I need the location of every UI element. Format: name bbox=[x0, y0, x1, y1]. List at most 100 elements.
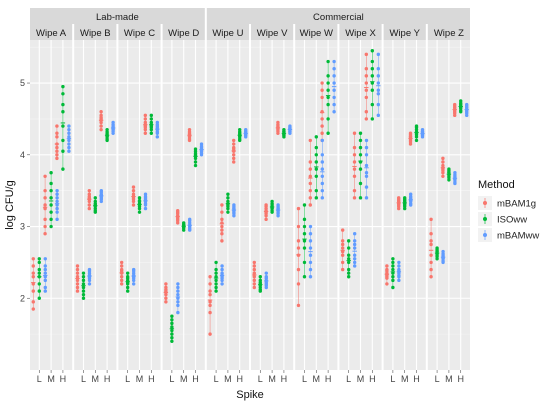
data-point bbox=[332, 110, 336, 114]
data-point bbox=[170, 332, 174, 336]
data-point bbox=[55, 149, 59, 153]
data-point bbox=[352, 239, 357, 243]
data-point bbox=[376, 113, 381, 118]
data-point bbox=[87, 206, 92, 211]
data-point bbox=[346, 257, 351, 261]
data-point bbox=[346, 271, 351, 275]
data-point bbox=[326, 59, 330, 64]
data-point bbox=[105, 134, 109, 138]
data-point bbox=[226, 192, 230, 196]
group-strip-label: Lab-made bbox=[96, 12, 139, 23]
data-point bbox=[87, 282, 92, 286]
data-point bbox=[420, 132, 425, 136]
data-point bbox=[182, 222, 186, 227]
data-point bbox=[429, 239, 433, 243]
data-point bbox=[61, 92, 65, 96]
data-point bbox=[55, 188, 59, 193]
data-point bbox=[214, 267, 218, 272]
data-point bbox=[308, 196, 312, 200]
data-point bbox=[214, 285, 218, 290]
x-tick-label: M bbox=[357, 374, 365, 384]
data-point bbox=[364, 117, 369, 121]
panel-strip bbox=[251, 24, 294, 40]
data-point bbox=[320, 188, 324, 193]
data-point bbox=[308, 181, 312, 186]
data-point bbox=[264, 283, 268, 288]
data-point bbox=[364, 81, 369, 85]
data-point bbox=[232, 209, 236, 213]
data-point bbox=[346, 239, 351, 243]
data-point bbox=[441, 174, 445, 179]
data-point bbox=[403, 198, 407, 203]
data-point bbox=[391, 257, 395, 261]
y-tick-label: 5 bbox=[20, 78, 25, 88]
data-point bbox=[352, 264, 357, 268]
data-point bbox=[376, 102, 381, 107]
data-point bbox=[364, 153, 369, 157]
x-axis-title: Spike bbox=[236, 389, 264, 401]
data-point bbox=[31, 271, 35, 275]
data-point bbox=[340, 242, 345, 247]
data-point bbox=[358, 153, 363, 157]
data-point bbox=[37, 257, 41, 261]
data-point bbox=[352, 145, 357, 150]
x-tick-label: L bbox=[435, 374, 440, 384]
x-tick-label: M bbox=[47, 374, 55, 384]
data-point bbox=[370, 88, 375, 92]
data-point bbox=[238, 137, 242, 141]
data-point bbox=[67, 138, 71, 143]
data-point bbox=[187, 130, 192, 134]
data-point bbox=[61, 110, 65, 114]
data-point bbox=[81, 271, 86, 275]
data-point bbox=[81, 296, 86, 300]
data-point bbox=[314, 160, 318, 164]
data-point bbox=[75, 285, 80, 290]
data-point bbox=[264, 280, 268, 285]
data-point bbox=[125, 285, 130, 290]
x-tick-label: L bbox=[37, 374, 42, 384]
x-tick-label: H bbox=[369, 374, 376, 384]
data-point bbox=[320, 138, 324, 143]
data-point bbox=[332, 88, 336, 92]
data-point bbox=[149, 125, 154, 130]
data-point bbox=[326, 88, 330, 92]
data-point bbox=[302, 275, 307, 279]
data-point bbox=[352, 131, 357, 135]
data-point bbox=[208, 275, 212, 279]
data-point bbox=[170, 318, 174, 322]
data-point bbox=[232, 142, 236, 146]
data-point bbox=[447, 170, 451, 174]
data-point bbox=[352, 188, 357, 193]
panel-strip-label: Wipe U bbox=[212, 28, 243, 39]
legend-key-point bbox=[483, 233, 487, 237]
data-point bbox=[314, 135, 318, 139]
data-point bbox=[220, 282, 224, 286]
legend-label: mBAM1g bbox=[497, 199, 536, 210]
data-point bbox=[137, 204, 142, 209]
data-point bbox=[55, 153, 59, 157]
data-point bbox=[441, 252, 445, 256]
data-point bbox=[81, 282, 86, 286]
data-point bbox=[352, 167, 357, 171]
data-point bbox=[43, 264, 47, 268]
data-point bbox=[332, 95, 336, 100]
data-point bbox=[87, 273, 92, 278]
data-point bbox=[252, 285, 256, 290]
data-point bbox=[352, 246, 357, 250]
group-strip bbox=[206, 8, 471, 24]
data-point bbox=[391, 267, 395, 272]
data-point bbox=[346, 260, 351, 265]
data-point bbox=[376, 52, 381, 57]
data-point bbox=[270, 209, 274, 213]
legend-label: ISOww bbox=[497, 215, 527, 226]
panel-strip-label: Wipe B bbox=[80, 28, 111, 39]
data-point bbox=[75, 267, 80, 272]
data-point bbox=[264, 217, 268, 222]
data-point bbox=[67, 142, 71, 146]
data-point bbox=[43, 257, 47, 261]
data-point bbox=[143, 206, 148, 211]
data-point bbox=[264, 211, 268, 216]
data-point bbox=[176, 219, 180, 223]
data-point bbox=[352, 253, 357, 257]
